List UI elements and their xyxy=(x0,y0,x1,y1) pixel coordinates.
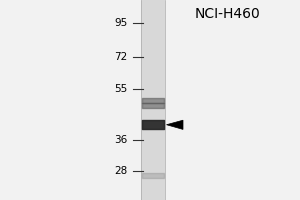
Polygon shape xyxy=(167,120,183,129)
Text: 55: 55 xyxy=(114,84,128,94)
Text: 28: 28 xyxy=(114,166,128,176)
Text: 95: 95 xyxy=(114,18,128,28)
Text: 72: 72 xyxy=(114,52,128,62)
Bar xyxy=(141,0,165,200)
Text: NCI-H460: NCI-H460 xyxy=(195,7,261,21)
Text: 36: 36 xyxy=(114,135,128,145)
